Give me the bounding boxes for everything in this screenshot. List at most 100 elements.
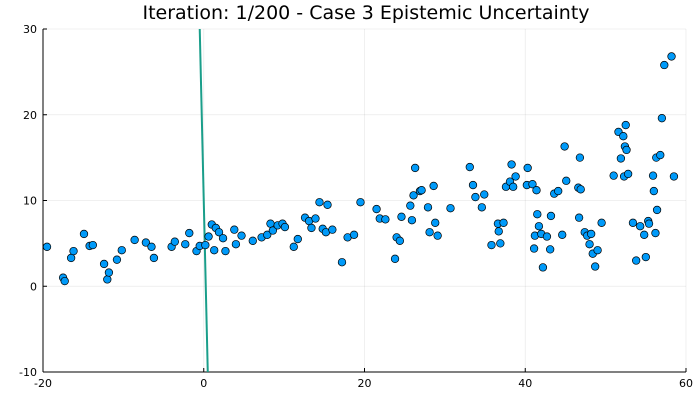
line-series (198, 29, 209, 372)
data-point (237, 231, 246, 240)
data-point (328, 225, 337, 234)
data-point (546, 245, 555, 254)
data-point (429, 181, 438, 191)
data-point (218, 234, 228, 243)
data-point (538, 263, 548, 272)
data-point (669, 172, 679, 181)
data-point (289, 242, 298, 251)
chart-title: Iteration: 1/200 - Case 3 Epistemic Unce… (142, 2, 589, 24)
data-point (210, 246, 219, 255)
data-point (66, 253, 76, 263)
data-point (585, 240, 594, 249)
data-point (433, 231, 442, 240)
data-point (636, 222, 645, 231)
data-point (529, 244, 539, 253)
data-point (562, 176, 571, 185)
data-point (60, 276, 69, 286)
data-point (533, 210, 542, 219)
data-point (554, 186, 563, 196)
data-point (409, 191, 418, 200)
y-tick-label: 10 (23, 195, 37, 208)
data-point (99, 259, 109, 269)
data-point (656, 150, 665, 160)
x-tick-label: 60 (679, 377, 693, 390)
data-point (609, 171, 618, 180)
data-point (660, 60, 669, 70)
data-point (425, 228, 434, 237)
data-point (130, 235, 139, 245)
data-point (651, 228, 660, 238)
data-point (558, 230, 567, 239)
data-point (616, 154, 626, 163)
data-point (468, 180, 478, 190)
data-point (88, 240, 97, 250)
data-point (372, 204, 381, 214)
data-point (640, 230, 649, 239)
data-point (397, 212, 406, 221)
data-point (337, 258, 347, 267)
data-point (477, 203, 486, 212)
data-point (667, 52, 676, 61)
data-point (230, 225, 239, 234)
data-point (149, 253, 159, 263)
data-point (480, 190, 489, 199)
data-point (623, 169, 633, 179)
data-point (523, 163, 532, 173)
data-point (417, 186, 426, 195)
data-point (487, 240, 496, 250)
data-point (465, 162, 474, 172)
axes (42, 28, 687, 373)
data-point (591, 262, 600, 271)
data-point (494, 227, 503, 236)
data-point (307, 223, 316, 233)
data-point (214, 228, 224, 237)
data-point (112, 255, 122, 264)
data-point (632, 256, 641, 265)
tick-labels: -20 0 20 40 60 -10 0 10 20 30 (19, 23, 693, 390)
data-point (311, 214, 320, 223)
data-point (575, 153, 585, 162)
data-point (560, 142, 569, 151)
data-point (170, 237, 179, 246)
data-point (528, 180, 537, 189)
data-point (507, 160, 516, 169)
data-point (471, 192, 480, 202)
data-point (231, 240, 241, 249)
data-point (141, 238, 151, 247)
data-point (511, 172, 520, 181)
data-point (649, 186, 658, 196)
data-point (619, 132, 628, 141)
data-point (390, 254, 400, 263)
data-point (621, 120, 630, 130)
x-tick-label: 40 (518, 377, 532, 390)
data-point (587, 229, 596, 239)
data-point (423, 203, 433, 212)
data-point (117, 246, 126, 255)
y-tick-label: -10 (19, 366, 37, 379)
data-point (628, 218, 638, 227)
data-point (381, 215, 390, 224)
data-point (268, 226, 278, 235)
data-point (652, 205, 662, 215)
data-point (79, 229, 89, 239)
y-tick-label: 30 (23, 23, 37, 36)
data-point (266, 219, 275, 228)
data-point (406, 201, 415, 210)
data-point (356, 198, 365, 207)
data-point (574, 213, 584, 222)
data-point (248, 236, 257, 245)
data-point (395, 236, 405, 245)
data-point (43, 242, 52, 251)
data-point (323, 200, 332, 209)
data-point (181, 240, 190, 249)
data-point (657, 114, 667, 123)
data-point (147, 242, 156, 251)
data-point (407, 216, 417, 225)
data-point (644, 219, 654, 228)
data-point (542, 232, 552, 241)
data-point (293, 234, 302, 244)
data-point (185, 228, 194, 238)
data-point (648, 171, 658, 180)
series-line (198, 29, 209, 372)
data-point (103, 275, 112, 284)
